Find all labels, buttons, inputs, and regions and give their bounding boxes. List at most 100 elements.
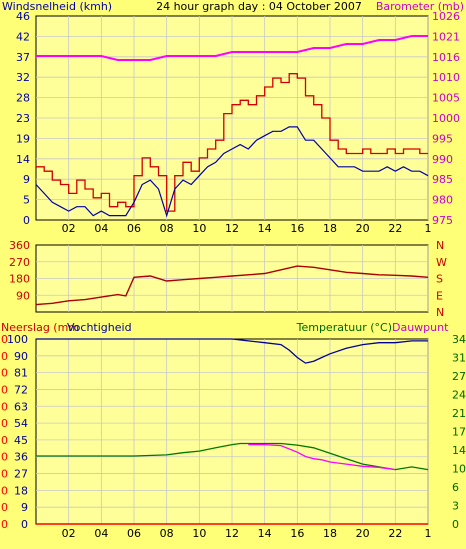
x-tick-label: 02 <box>62 527 76 540</box>
humidity-tick-label: 27 <box>14 468 28 481</box>
x-tick-label: 06 <box>127 527 141 540</box>
x-tick-label: 1 <box>425 527 432 540</box>
x-tick-label: 14 <box>258 527 272 540</box>
temperature-panel: Neerslag (mm Vochtigheid Temperatuur (°C… <box>1 321 466 540</box>
x-tick-label: 02 <box>62 222 76 235</box>
x-tick-label: 10 <box>192 527 206 540</box>
barometer-tick-label: 1000 <box>432 112 460 125</box>
humidity-tick-label: 54 <box>14 417 28 430</box>
compass-tick-label: E <box>436 289 443 302</box>
rain-tick-label: 0 <box>1 367 8 380</box>
x-tick-label: 20 <box>356 222 370 235</box>
humidity-tick-label: 81 <box>14 367 28 380</box>
x-tick-label: 14 <box>258 222 272 235</box>
temperature-series <box>36 338 429 525</box>
x-tick-label: 12 <box>225 222 239 235</box>
rain-tick-label: 0 <box>1 484 8 497</box>
wind-tick-label: 46 <box>16 10 30 23</box>
x-tick-label: 16 <box>290 527 304 540</box>
wind-tick-label: 0 <box>23 214 30 227</box>
rain-tick-label: 0 <box>1 468 8 481</box>
compass-tick-label: S <box>436 273 443 286</box>
x-tick-label: 04 <box>94 222 108 235</box>
x-tick-label: 18 <box>323 222 337 235</box>
barometer-tick-label: 1016 <box>432 51 460 64</box>
humidity-axis-label: Vochtigheid <box>67 321 132 334</box>
wind-series <box>35 35 429 218</box>
x-tick-label: 04 <box>94 527 108 540</box>
x-tick-label: 22 <box>388 527 402 540</box>
temperature-y-ticks: 0 3 6 10 14 17 21 24 27 31 34 <box>452 333 466 531</box>
barometer-tick-label: 995 <box>432 132 453 145</box>
barometer-tick-label: 1005 <box>432 92 460 105</box>
rain-axis-label: Neerslag (mm <box>1 321 79 334</box>
temperature-tick-label: 10 <box>452 463 466 476</box>
humidity-tick-label: 100 <box>7 333 28 346</box>
temperature-tick-label: 24 <box>452 389 466 402</box>
direction-line <box>35 265 429 306</box>
rain-tick-label: 0 <box>1 417 8 430</box>
wind-tick-label: 37 <box>16 51 30 64</box>
temperature-tick-label: 3 <box>452 500 459 513</box>
wind-tick-label: 5 <box>23 194 30 207</box>
direction-tick-label: 180 <box>9 273 30 286</box>
direction-tick-label: 90 <box>16 289 30 302</box>
x-tick-label: 22 <box>388 222 402 235</box>
wind-tick-label: 14 <box>16 153 30 166</box>
barometer-tick-label: 990 <box>432 153 453 166</box>
rain-tick-label: 0 <box>1 400 8 413</box>
barometer-line <box>36 35 428 61</box>
x-tick-label: 16 <box>290 222 304 235</box>
barometer-tick-label: 985 <box>432 173 453 186</box>
humidity-tick-label: 36 <box>14 451 28 464</box>
temperature-tick-label: 0 <box>452 518 459 531</box>
temperature-line <box>36 442 429 471</box>
humidity-tick-label: 45 <box>14 434 28 447</box>
rain-tick-label: 0 <box>1 501 8 514</box>
direction-y-ticks: 90 180 270 360 <box>9 239 30 302</box>
wind-barometer-panel: 24 hour graph day : 04 October 2007 Wind… <box>2 0 464 235</box>
humidity-tick-label: 9 <box>21 501 28 514</box>
x-tick-label: 18 <box>323 527 337 540</box>
compass-tick-label: N <box>436 306 444 319</box>
x-tick-label: 08 <box>160 222 174 235</box>
direction-grid <box>36 245 429 312</box>
temperature-tick-label: 17 <box>452 426 466 439</box>
wind-x-ticks: 02 04 06 08 10 12 14 16 18 20 22 1 <box>62 222 432 235</box>
temperature-tick-label: 21 <box>452 407 466 420</box>
humidity-tick-label: 18 <box>14 484 28 497</box>
direction-tick-label: 270 <box>9 256 30 269</box>
x-tick-label: 12 <box>225 527 239 540</box>
x-tick-label: 08 <box>160 527 174 540</box>
wind-tick-label: 32 <box>16 71 30 84</box>
rain-tick-label: 0 <box>1 434 8 447</box>
temperature-axis-label: Temperatuur (°C) <box>296 321 392 334</box>
rain-tick-label: 0 <box>1 383 8 396</box>
wind-tick-label: 19 <box>16 132 30 145</box>
rain-tick-label: 0 <box>1 518 8 531</box>
direction-series <box>35 265 429 306</box>
rain-tick-label: 0 <box>1 451 8 464</box>
average-wind-line <box>35 126 429 218</box>
temperature-x-ticks: 02 04 06 08 10 12 14 16 18 20 22 1 <box>62 527 432 540</box>
barometer-tick-label: 1010 <box>432 71 460 84</box>
rain-tick-label: 0 <box>1 350 8 363</box>
rain-tick-label: 0 <box>1 333 8 346</box>
wind-axis-label: Windsnelheid (kmh) <box>2 0 112 13</box>
x-tick-label: 06 <box>127 222 141 235</box>
compass-tick-label: N <box>436 239 444 252</box>
gust-line <box>36 73 428 212</box>
temperature-tick-label: 27 <box>452 370 466 383</box>
direction-tick-label: 360 <box>9 239 30 252</box>
humidity-tick-label: 72 <box>14 383 28 396</box>
wind-y-ticks: 0 5 9 14 19 23 28 32 37 42 46 <box>16 10 30 227</box>
humidity-tick-label: 0 <box>21 518 28 531</box>
barometer-tick-label: 1026 <box>432 10 460 23</box>
humidity-tick-label: 63 <box>14 400 28 413</box>
wind-tick-label: 23 <box>16 112 30 125</box>
